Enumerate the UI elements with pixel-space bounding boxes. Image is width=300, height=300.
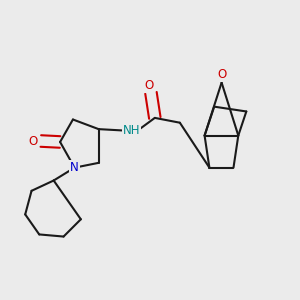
Text: NH: NH [123, 124, 140, 136]
Text: O: O [217, 68, 226, 81]
Text: O: O [28, 134, 38, 148]
Text: O: O [145, 79, 154, 92]
Text: N: N [70, 161, 79, 174]
